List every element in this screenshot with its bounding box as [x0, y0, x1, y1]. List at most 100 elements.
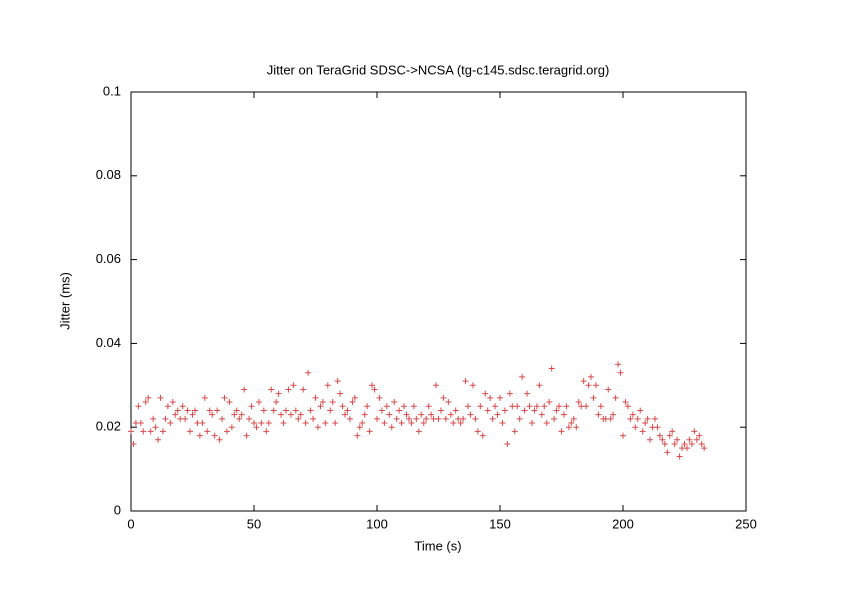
y-tick-label: 0.04 — [96, 335, 121, 350]
point — [462, 378, 469, 385]
point — [467, 411, 474, 418]
point — [472, 415, 479, 422]
point — [231, 411, 238, 418]
point — [435, 415, 442, 422]
point — [541, 403, 548, 410]
point — [433, 382, 440, 389]
point — [263, 428, 270, 435]
point — [135, 403, 142, 410]
point — [560, 411, 567, 418]
x-axis-label: Time (s) — [414, 538, 461, 553]
point — [297, 411, 304, 418]
point — [588, 373, 595, 380]
point — [666, 432, 673, 439]
point — [152, 424, 159, 431]
point — [629, 411, 636, 418]
point — [644, 415, 651, 422]
point — [452, 407, 459, 414]
point — [696, 432, 703, 439]
point — [157, 394, 164, 401]
point — [211, 432, 218, 439]
point — [413, 415, 420, 422]
point — [683, 445, 690, 452]
point — [322, 420, 329, 427]
point — [147, 428, 154, 435]
point — [287, 411, 294, 418]
point — [391, 399, 398, 406]
point — [324, 382, 331, 389]
point — [568, 420, 575, 427]
point — [302, 420, 309, 427]
point — [155, 436, 162, 443]
point — [280, 420, 287, 427]
point — [354, 432, 361, 439]
point — [255, 399, 262, 406]
point — [622, 399, 629, 406]
point — [201, 394, 208, 401]
plot-border — [130, 91, 747, 512]
point — [159, 428, 166, 435]
point — [270, 407, 277, 414]
point — [592, 382, 599, 389]
point — [233, 407, 240, 414]
point — [595, 411, 602, 418]
point — [366, 428, 373, 435]
point — [408, 420, 415, 427]
point — [364, 403, 371, 410]
point — [273, 399, 280, 406]
point — [460, 415, 467, 422]
point — [403, 411, 410, 418]
point — [556, 403, 563, 410]
point — [457, 420, 464, 427]
x-tick-label: 150 — [489, 516, 511, 531]
point — [369, 382, 376, 389]
point — [260, 407, 267, 414]
point — [445, 399, 452, 406]
point — [605, 386, 612, 393]
point — [246, 415, 253, 422]
point — [585, 382, 592, 389]
point — [597, 403, 604, 410]
x-tick-label: 100 — [366, 516, 388, 531]
point — [300, 386, 307, 393]
point — [524, 390, 531, 397]
point — [312, 394, 319, 401]
point — [223, 428, 230, 435]
point — [565, 424, 572, 431]
point — [206, 407, 213, 414]
point — [310, 415, 317, 422]
point — [295, 415, 302, 422]
point — [290, 382, 297, 389]
y-tick-label: 0.06 — [96, 251, 121, 266]
point — [167, 420, 174, 427]
point — [543, 420, 550, 427]
point — [398, 420, 405, 427]
point — [150, 415, 157, 422]
point — [615, 361, 622, 368]
point — [342, 411, 349, 418]
point — [504, 440, 511, 447]
point — [137, 420, 144, 427]
point — [292, 407, 299, 414]
point — [607, 415, 614, 422]
point — [356, 424, 363, 431]
point — [442, 415, 449, 422]
point — [334, 378, 341, 385]
point — [130, 440, 137, 447]
y-tick-label: 0 — [114, 502, 121, 517]
point — [169, 399, 176, 406]
point — [538, 411, 545, 418]
point — [447, 411, 454, 418]
point — [526, 403, 533, 410]
x-tick-label: 0 — [127, 516, 134, 531]
point — [278, 411, 285, 418]
point — [428, 411, 435, 418]
point — [686, 436, 693, 443]
point — [487, 394, 494, 401]
point — [440, 394, 447, 401]
point — [681, 440, 688, 447]
point — [661, 440, 668, 447]
point — [376, 394, 383, 401]
point — [651, 415, 658, 422]
point — [642, 420, 649, 427]
